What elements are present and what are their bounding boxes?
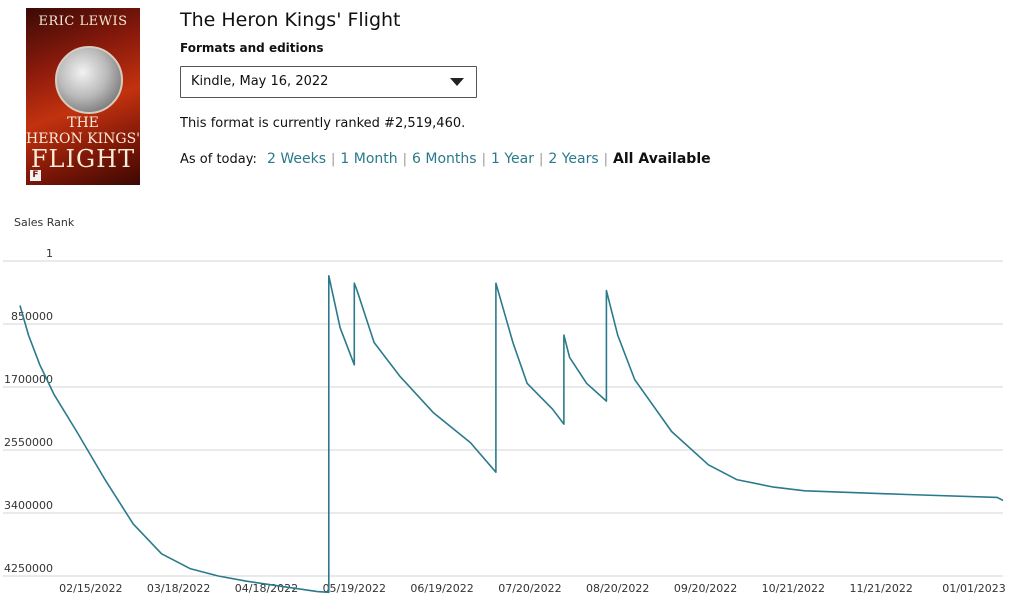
x-tick-label: 07/20/2022 <box>498 582 561 595</box>
cover-author: ERIC LEWIS <box>38 14 128 29</box>
y-axis-title: Sales Rank <box>14 216 75 229</box>
y-tick-label: 1700000 <box>4 373 53 386</box>
cover-title-line2: HERON KINGS' <box>26 131 140 147</box>
y-tick-label: 850000 <box>11 310 53 323</box>
x-tick-label: 04/18/2022 <box>235 582 298 595</box>
range-separator: | <box>603 152 609 167</box>
x-tick-label: 09/20/2022 <box>674 582 737 595</box>
x-tick-labels: 02/15/2022 03/18/2022 04/18/2022 05/19/2022… <box>59 582 1006 595</box>
x-tick-label: 06/19/2022 <box>410 582 473 595</box>
x-tick-label: 05/19/2022 <box>323 582 386 595</box>
cover-title-small: THE HERON KINGS' <box>26 115 140 147</box>
page-title: The Heron Kings' Flight <box>180 9 401 31</box>
range-separator: | <box>481 152 486 167</box>
y-tick-labels: 1 850000 1700000 2550000 3400000 4250000 <box>4 247 53 575</box>
x-tick-label: 10/21/2022 <box>762 582 825 595</box>
chevron-down-icon <box>450 78 464 86</box>
range-option-1-month[interactable]: 1 Month <box>340 151 398 167</box>
y-tick-label: 2550000 <box>4 436 53 449</box>
book-cover: ERIC LEWIS THE HERON KINGS' FLIGHT F <box>26 8 140 185</box>
range-separator: | <box>402 152 408 167</box>
current-rank-text: This format is currently ranked #2,519,4… <box>180 116 466 131</box>
time-range-selector: As of today: 2 Weeks | 1 Month | 6 Months | 1 … <box>180 151 711 167</box>
cover-title-line3: FLIGHT <box>30 145 136 173</box>
series-line-sales-rank <box>19 275 1004 594</box>
range-option-6-months[interactable]: 6 Months <box>412 151 477 167</box>
y-tick-label: 3400000 <box>4 499 53 512</box>
format-dropdown[interactable]: Kindle, May 16, 2022 <box>180 66 477 98</box>
publisher-logo-icon: F <box>30 170 41 181</box>
x-tick-label: 01/01/2023 <box>942 582 1005 595</box>
format-dropdown-value: Kindle, May 16, 2022 <box>191 74 329 89</box>
x-tick-label: 03/18/2022 <box>147 582 210 595</box>
x-tick-label: 08/20/2022 <box>586 582 649 595</box>
range-separator: | <box>538 152 544 167</box>
range-option-1-year[interactable]: 1 Year <box>490 151 534 167</box>
y-tick-label: 1 <box>46 247 53 260</box>
range-separator: | <box>331 152 336 167</box>
heron-emblem-icon <box>55 46 123 114</box>
range-option-all-available[interactable]: All Available <box>613 151 711 167</box>
grid-lines <box>3 260 1003 577</box>
sales-rank-chart: Sales Rank 1 850000 1700000 2550000 3400000 4… <box>3 216 1006 595</box>
y-tick-label: 4250000 <box>4 562 53 575</box>
range-option-2-weeks[interactable]: 2 Weeks <box>267 151 327 167</box>
range-option-2-years[interactable]: 2 Years <box>548 151 599 167</box>
x-tick-label: 11/21/2022 <box>849 582 912 595</box>
formats-label: Formats and editions <box>180 41 324 55</box>
cover-title-line1: THE <box>67 115 99 131</box>
range-label: As of today: <box>180 152 257 167</box>
x-tick-label: 02/15/2022 <box>59 582 122 595</box>
